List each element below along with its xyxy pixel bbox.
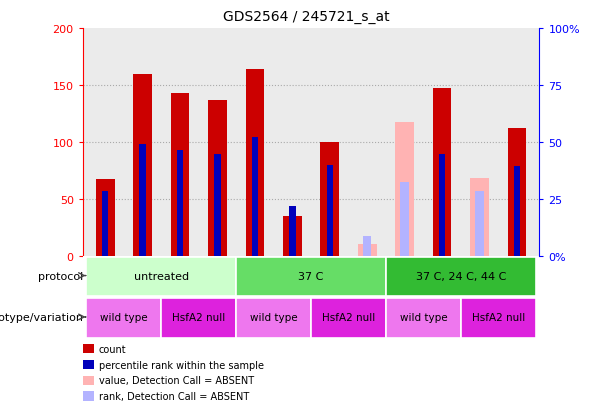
Bar — [327, 165, 333, 256]
Bar — [133, 74, 152, 256]
Bar — [171, 94, 189, 256]
Text: count: count — [99, 344, 126, 354]
Bar — [439, 155, 446, 256]
Text: wild type: wild type — [250, 312, 297, 322]
Bar — [311, 298, 386, 338]
Bar — [96, 180, 115, 256]
Bar — [86, 257, 236, 297]
Bar — [86, 298, 161, 338]
Text: wild type: wild type — [400, 312, 447, 322]
Bar — [475, 191, 484, 256]
Text: protocol: protocol — [38, 271, 83, 281]
Bar — [214, 155, 221, 256]
Text: 37 C: 37 C — [299, 271, 324, 281]
Text: GDS2564 / 245721_s_at: GDS2564 / 245721_s_at — [223, 10, 390, 24]
Text: value, Detection Call = ABSENT: value, Detection Call = ABSENT — [99, 375, 254, 385]
Bar — [246, 70, 264, 256]
Bar — [321, 142, 339, 256]
Bar — [363, 237, 371, 256]
Bar — [433, 89, 451, 256]
Bar — [161, 298, 236, 338]
Bar — [283, 216, 302, 256]
Text: 37 C, 24 C, 44 C: 37 C, 24 C, 44 C — [416, 271, 506, 281]
Bar — [289, 206, 295, 256]
Bar — [386, 298, 461, 338]
Bar — [400, 182, 409, 256]
Text: percentile rank within the sample: percentile rank within the sample — [99, 360, 264, 370]
Text: HsfA2 null: HsfA2 null — [172, 312, 226, 322]
Bar — [236, 298, 311, 338]
Text: genotype/variation: genotype/variation — [0, 312, 83, 322]
Bar — [358, 244, 376, 256]
Text: HsfA2 null: HsfA2 null — [322, 312, 375, 322]
Bar — [177, 150, 183, 256]
Bar — [139, 145, 146, 256]
Bar — [252, 138, 258, 256]
Text: untreated: untreated — [134, 271, 189, 281]
Text: rank, Detection Call = ABSENT: rank, Detection Call = ABSENT — [99, 391, 249, 401]
Bar — [386, 257, 536, 297]
Bar — [508, 129, 527, 256]
Text: wild type: wild type — [100, 312, 148, 322]
Bar — [514, 166, 520, 256]
Bar — [470, 179, 489, 256]
Bar — [236, 257, 386, 297]
Text: HsfA2 null: HsfA2 null — [471, 312, 525, 322]
Bar — [395, 123, 414, 256]
Bar — [208, 100, 227, 256]
Bar — [461, 298, 536, 338]
Bar — [102, 191, 109, 256]
